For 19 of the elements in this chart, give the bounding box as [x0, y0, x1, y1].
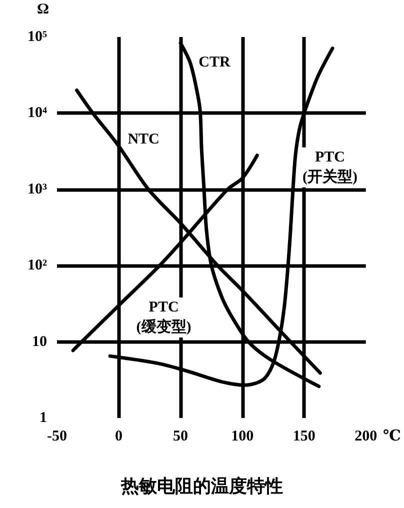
y-tick-label: 10⁵ [28, 29, 48, 45]
text: 热敏电阻的温度特性 [120, 476, 283, 496]
x-axis-title: ℃ [383, 428, 402, 444]
y-axis-title: Ω [36, 2, 49, 18]
series-label: PTC (开关型) [302, 149, 358, 186]
y-tick-label: 10⁴ [28, 105, 48, 122]
y-tick-label: 10² [28, 258, 48, 274]
y-tick-label: 10³ [28, 181, 48, 198]
x-tick-label: -50 [47, 428, 67, 444]
x-tick-label: 50 [173, 428, 188, 444]
y-tick-label: 10 [32, 334, 47, 350]
series-label: CTR [198, 54, 230, 70]
series-label: PTC (缓变型) [136, 299, 192, 336]
x-tick-label: 150 [292, 428, 316, 444]
x-tick-label: 200 [354, 428, 378, 444]
x-tick-label: 100 [231, 428, 254, 444]
series-label: NTC [128, 131, 160, 148]
x-tick-label: 0 [115, 428, 123, 444]
y-tick-label: 1 [40, 410, 47, 426]
